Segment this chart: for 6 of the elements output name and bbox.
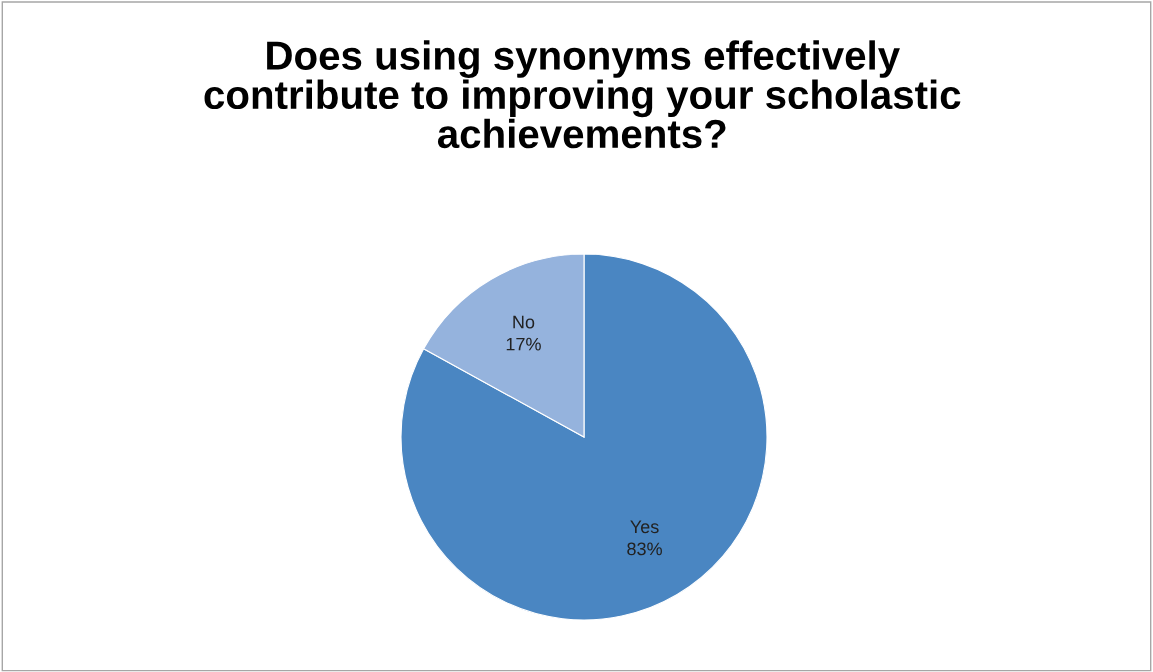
data-label: 17%	[506, 337, 541, 351]
pie-slice	[400, 253, 768, 621]
data-label: 83%	[627, 542, 662, 556]
chart-title: Does using synonyms effectively contribute to improving your scholastic achievements?	[204, 40, 961, 149]
slice-label: Yes	[630, 520, 659, 534]
slice-label: No	[513, 315, 535, 329]
